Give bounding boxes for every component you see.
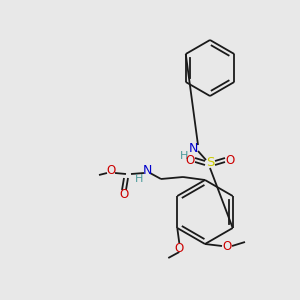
Text: O: O bbox=[119, 188, 129, 200]
Text: O: O bbox=[106, 164, 116, 178]
Text: O: O bbox=[222, 239, 232, 253]
Text: H: H bbox=[180, 151, 188, 161]
Text: N: N bbox=[188, 142, 198, 154]
Text: S: S bbox=[206, 157, 214, 169]
Text: O: O bbox=[225, 154, 235, 166]
Text: O: O bbox=[175, 242, 184, 254]
Text: H: H bbox=[135, 174, 143, 184]
Text: O: O bbox=[185, 154, 195, 166]
Text: N: N bbox=[142, 164, 152, 178]
